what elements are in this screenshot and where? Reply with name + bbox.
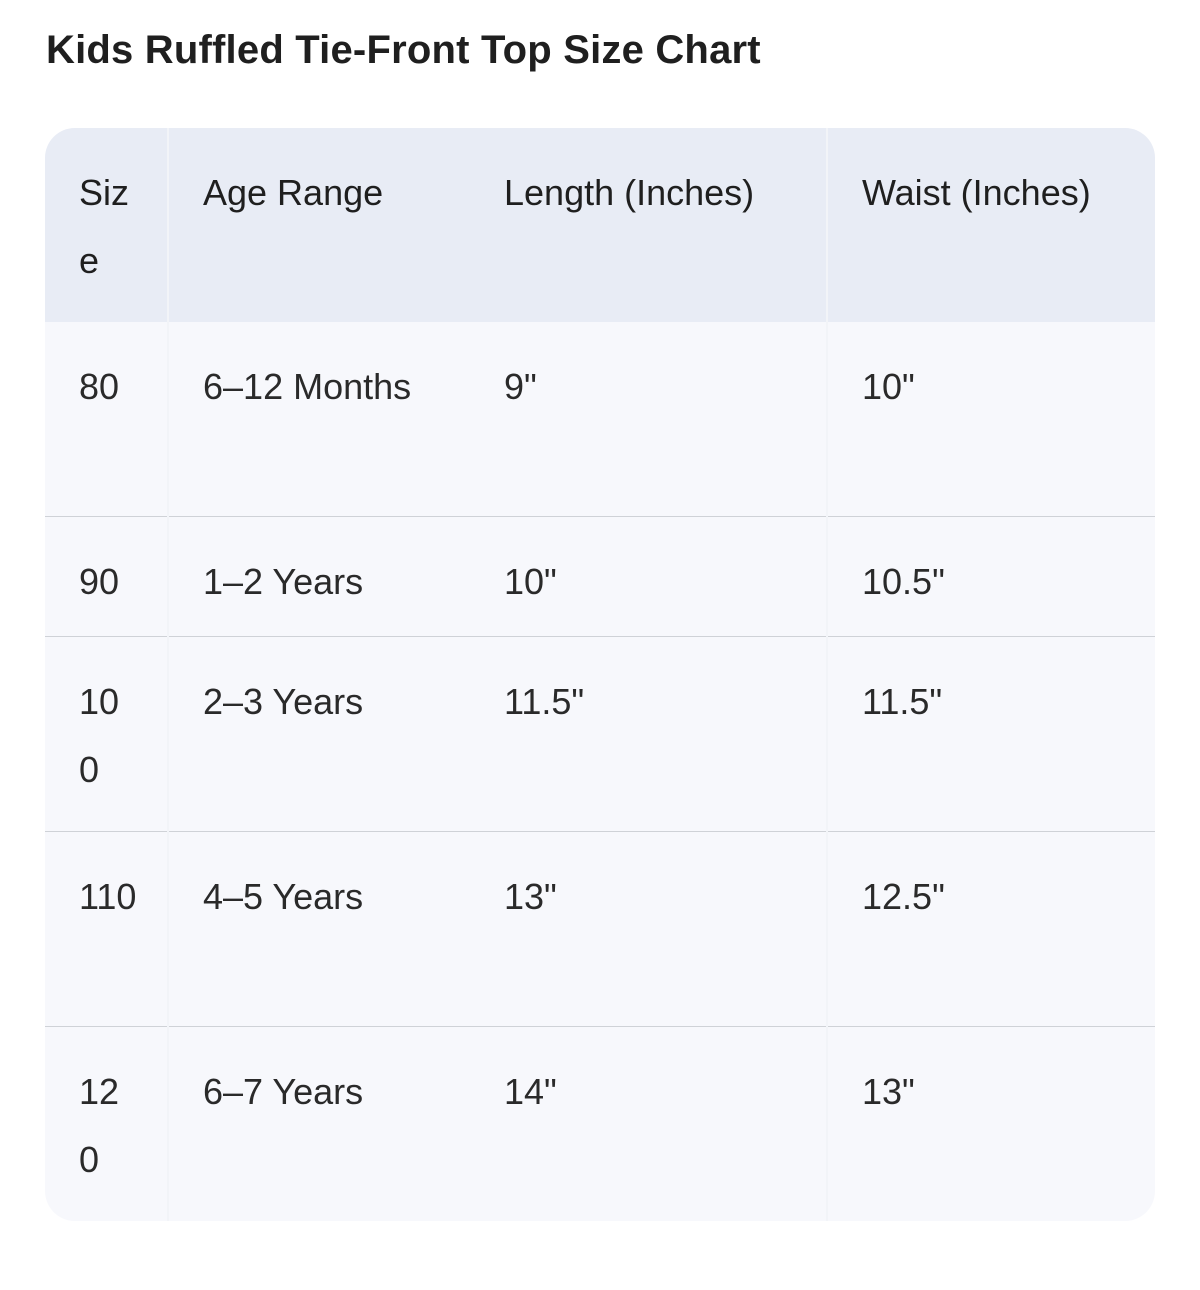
table-cell: 13" <box>826 1026 1155 1221</box>
table-cell: 120 <box>79 1071 120 1180</box>
column-header: Age Range <box>167 128 470 322</box>
table-cell: 2–3 Years <box>167 636 470 832</box>
table-row: 100 2–3 Years 11.5" 11.5" <box>45 636 1155 832</box>
table-cell: 14" <box>504 1071 557 1112</box>
table-row: 110 4–5 Years 13" 12.5" <box>45 831 1155 1027</box>
page-title: Kids Ruffled Tie-Front Top Size Chart <box>46 28 761 72</box>
table-cell: 11.5" <box>504 681 585 722</box>
table-cell: 80 <box>79 366 120 407</box>
table-cell: 10" <box>826 322 1155 517</box>
table-cell: 100 <box>79 681 120 790</box>
table-cell: 1–2 Years <box>167 516 470 637</box>
table-cell: 13" <box>504 876 557 917</box>
table-cell: 4–5 Years <box>167 831 470 1027</box>
table-cell: 6–7 Years <box>167 1026 470 1221</box>
table-row: 120 6–7 Years 14" 13" <box>45 1026 1155 1221</box>
table-cell: 10.5" <box>826 516 1155 637</box>
column-header: Size <box>45 128 168 322</box>
table-row: 80 6–12 Months 9" 10" <box>45 322 1155 517</box>
table-cell: 10" <box>504 561 557 602</box>
table-card: Size Age Range Length (Inches) Waist (Inche… <box>45 128 1155 1221</box>
table-row: 90 1–2 Years 10" 10.5" <box>45 516 1155 637</box>
table-cell: 9" <box>504 366 537 407</box>
table-body: 80 6–12 Months 9" 10" 90 1–2 Years 10" 10.5" 100… <box>45 322 1155 1221</box>
table-cell: 6–12 Months <box>167 322 470 517</box>
column-header: Length (Inches) <box>470 128 827 322</box>
table-cell: 12.5" <box>826 831 1155 1027</box>
table-cell: 11.5" <box>826 636 1155 832</box>
table-cell: 110 <box>79 876 137 917</box>
table-cell: 90 <box>79 561 120 602</box>
header-row: Size Age Range Length (Inches) Waist (Inche… <box>45 128 1155 322</box>
size-table: Size Age Range Length (Inches) Waist (Inche… <box>45 128 1155 1221</box>
column-header: Waist (Inches) <box>826 128 1155 322</box>
